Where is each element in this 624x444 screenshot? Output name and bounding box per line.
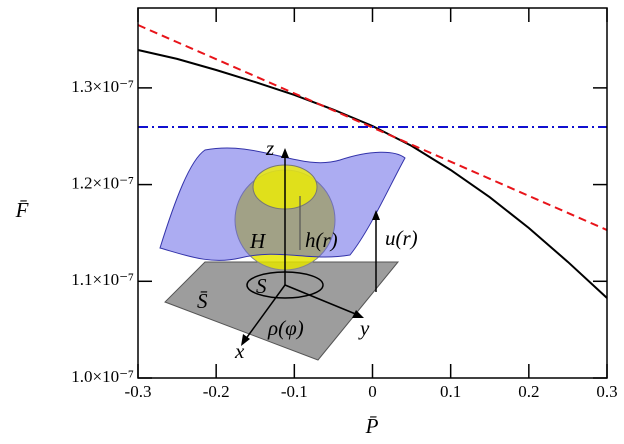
arrow-head <box>352 310 364 318</box>
arrow-head <box>241 334 250 346</box>
annotation: z <box>265 136 274 160</box>
inset-diagram: z H h(r) u(r) S S̄ ρ(φ) x y <box>159 136 418 363</box>
x-tick-label: 0.3 <box>596 382 617 401</box>
y-tick-label: 1.1×10⁻⁷ <box>71 270 134 289</box>
x-axis-label: P̄ <box>365 414 379 438</box>
x-tick-label: 0 <box>368 382 377 401</box>
x-tick-label: 0.1 <box>440 382 461 401</box>
y-axis <box>284 284 359 316</box>
annotation: S <box>256 274 267 298</box>
series-line <box>137 24 608 231</box>
y-tick-label: 1.3×10⁻⁷ <box>71 77 134 96</box>
y-axis-label: F̄ <box>15 198 29 222</box>
base-plane <box>164 261 400 361</box>
annotation: u(r) <box>385 226 418 250</box>
annotation: S̄ <box>197 289 208 313</box>
x-tick-label: 0.2 <box>518 382 539 401</box>
y-tick-label: 1.0×10⁻⁷ <box>71 367 134 386</box>
annotation: y <box>358 316 370 340</box>
x-tick-label: -0.2 <box>203 382 230 401</box>
x-tick-label: -0.3 <box>125 382 152 401</box>
x-tick-label: -0.1 <box>281 382 308 401</box>
arrow-head <box>372 210 380 220</box>
arrow-head <box>281 148 289 158</box>
annotation: H <box>249 229 267 253</box>
annotation: ρ(φ) <box>267 316 304 340</box>
annotation: x <box>234 339 245 363</box>
annotation: h(r) <box>305 228 338 252</box>
x-axis <box>244 284 286 341</box>
y-tick-label: 1.2×10⁻⁷ <box>71 173 134 192</box>
